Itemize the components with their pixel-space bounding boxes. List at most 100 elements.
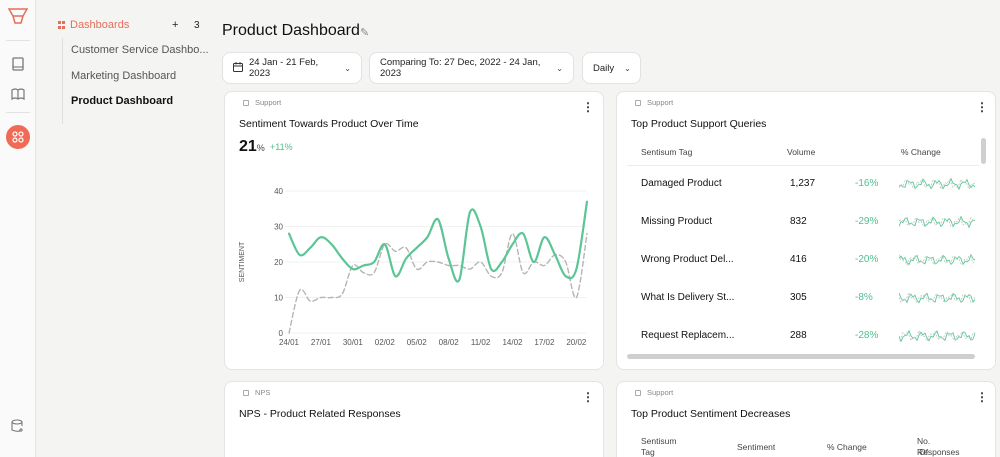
row-change: -16% [855,178,879,189]
more-options-icon[interactable]: ⋮ [976,100,988,114]
sparkline-path [899,177,976,191]
table-row[interactable]: Request Replacem... 288 -28% [627,318,979,356]
more-options-icon[interactable]: ⋮ [582,390,594,404]
x-tick-label: 24/01 [279,338,300,347]
dashboards-grid-icon [58,21,66,29]
edit-pencil-icon[interactable]: ✎ [360,27,370,39]
nav-item-marketing[interactable]: Marketing Dashboard [71,70,177,82]
comparison-range-picker[interactable]: Comparing To: 27 Dec, 2022 - 24 Jan, 202… [369,52,574,84]
x-tick-label: 05/02 [407,338,428,347]
column-header[interactable]: % Change [827,442,867,452]
x-tick-label: 14/02 [502,338,523,347]
row-volume: 416 [790,254,807,265]
more-options-icon[interactable]: ⋮ [976,390,988,404]
granularity-label: Daily [593,62,615,74]
card-source-tag: Support [635,388,673,397]
open-book-icon[interactable] [8,84,28,104]
row-tag: Wrong Product Del... [641,254,734,265]
sentiment-delta: +11% [270,142,293,152]
sentiment-chart-card: Support Sentiment Towards Product Over T… [224,91,604,370]
sparkline-path [899,292,976,304]
y-axis-label: SENTIMENT [239,241,246,282]
row-volume: 1,237 [790,178,816,189]
row-tag: What Is Delivery St... [641,292,735,303]
row-tag: Request Replacem... [641,330,735,341]
sentiment-value: 21% [239,138,265,155]
nav-item-customer-service[interactable]: Customer Service Dashbo... [71,44,209,56]
rail-divider [6,112,30,113]
support-tag-icon [635,389,641,396]
add-dashboard-button[interactable]: + [172,19,179,31]
x-tick-label: 11/02 [471,338,491,347]
card-source-tag: Support [635,98,673,107]
table-row[interactable]: What Is Delivery St... 305 -8% [627,280,979,318]
sentiment-line-chart: SENTIMENT 0 10 20 30 40 24/01 27/01 30/01 02/02 05… [239,187,589,347]
page-title: Product Dashboard [222,22,360,39]
card-source-tag: Support [243,98,281,107]
current-period-line [287,200,589,283]
table-row[interactable]: Damaged Product 1,237 -16% [627,166,979,204]
sparkline-path [899,253,976,266]
nps-card: NPS NPS - Product Related Responses ⋮ [224,381,604,457]
nav-tree-line [62,38,63,124]
y-tick-label: 40 [274,187,283,196]
card-title: Sentiment Towards Product Over Time [239,118,419,130]
sparkline-path [899,216,976,228]
row-tag: Damaged Product [641,178,722,189]
table-row[interactable]: Wrong Product Del... 416 -20% [627,242,979,280]
card-source-tag: NPS [243,388,270,397]
row-sparkline [899,291,976,305]
dashboard-nav: Dashboards + 3 Customer Service Dashbo..… [36,0,212,457]
row-change: -28% [855,330,879,341]
support-tag-icon [243,99,249,106]
x-tick-label: 30/01 [343,338,364,347]
dashboards-section-header[interactable]: Dashboards + 3 [58,18,208,32]
row-volume: 832 [790,216,807,227]
apps-grid-icon[interactable] [6,125,30,149]
dashboards-label: Dashboards [70,19,130,31]
vertical-scrollbar[interactable] [981,138,986,164]
row-sparkline [899,177,976,191]
date-range-picker[interactable]: 24 Jan - 21 Feb, 2023 ⌄ [222,52,362,84]
more-options-icon[interactable]: ⋮ [582,100,594,114]
card-title: Top Product Support Queries [631,118,767,130]
nps-tag-icon [243,389,249,396]
icon-rail [0,0,36,457]
column-header[interactable]: Sentisum Tag [641,147,693,157]
rail-divider [6,40,30,41]
y-tick-label: 0 [279,329,284,338]
horizontal-scrollbar[interactable] [627,354,975,359]
dashboards-count: 3 [194,19,200,31]
sparkline-path [899,215,976,229]
row-volume: 305 [790,292,807,303]
support-tag-icon [635,99,641,106]
table-header: Sentisum Tag Volume % Change [627,138,979,166]
x-tick-label: 27/01 [311,338,332,347]
granularity-select[interactable]: Daily ⌄ [582,52,641,84]
column-header[interactable]: Sentiment [737,442,776,452]
row-sparkline [899,329,976,343]
x-tick-label: 20/02 [566,338,587,347]
book-icon[interactable] [8,54,28,74]
table-header: Sentisum Tag Sentiment % Change No. Of Res… [641,436,960,457]
sparkline-path [899,178,976,191]
previous-period-line [288,232,588,334]
x-tick-label: 08/02 [439,338,460,347]
comparison-label: Comparing To: 27 Dec, 2022 - 24 Jan, 202… [380,57,541,79]
row-volume: 288 [790,330,807,341]
support-queries-card: Support Top Product Support Queries ⋮ Se… [616,91,996,370]
table-row[interactable]: Missing Product 832 -29% [627,204,979,242]
column-header[interactable]: % Change [901,147,941,157]
card-title: NPS - Product Related Responses [239,408,401,420]
row-change: -8% [855,292,873,303]
sentiment-decreases-card: Support Top Product Sentiment Decreases … [616,381,996,457]
card-title: Top Product Sentiment Decreases [631,408,791,420]
row-tag: Missing Product [641,216,713,227]
column-header[interactable]: Volume [787,147,816,157]
database-settings-icon[interactable] [8,416,28,436]
nav-item-product[interactable]: Product Dashboard [71,95,174,107]
sparkline-path [899,329,976,343]
app-logo-icon[interactable] [8,6,28,26]
calendar-icon [233,61,243,75]
sparkline-path [899,291,976,305]
